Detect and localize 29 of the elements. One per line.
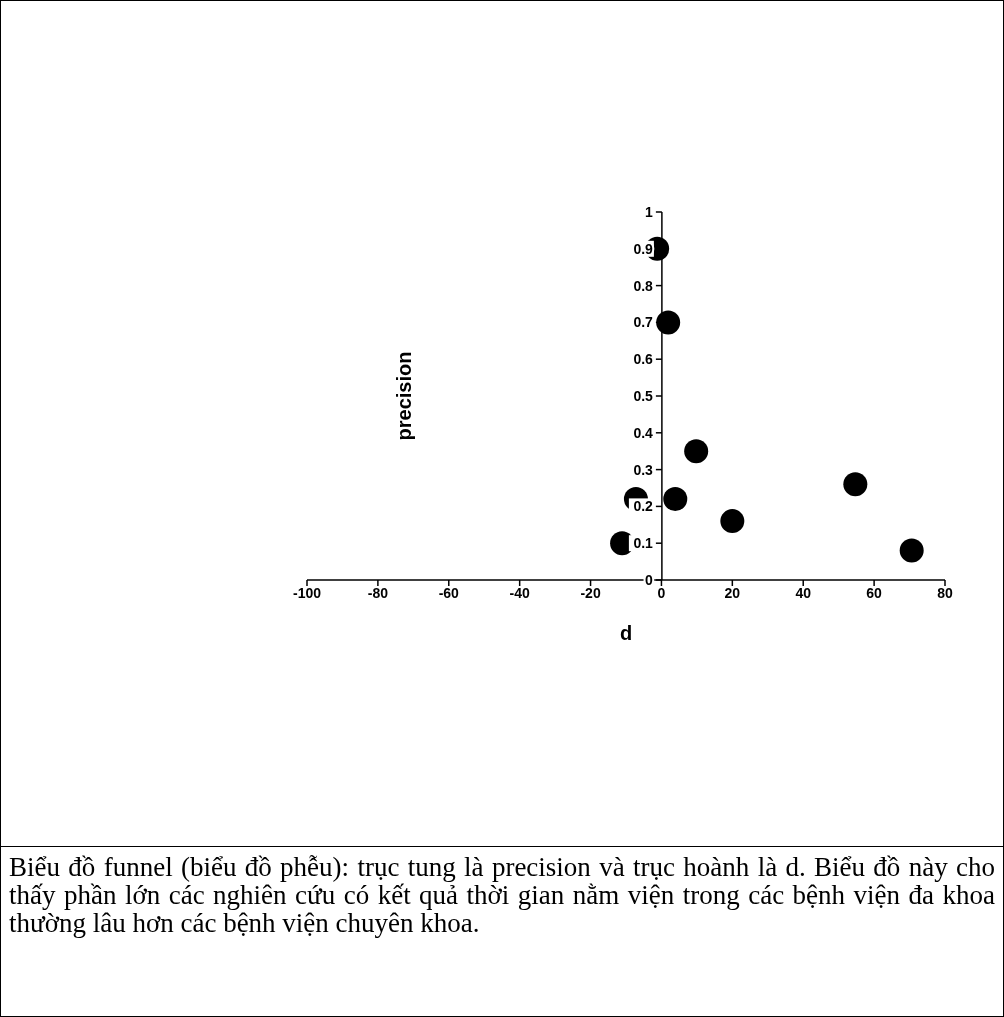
point [720,509,745,534]
y-tick-label: 0.8 [633,277,654,294]
y-tick-label: 0.5 [633,388,654,404]
y-tick-label: 0.6 [633,351,654,368]
point [656,310,681,335]
point [684,439,709,464]
y-tick-label: 1 [645,204,654,220]
text: Biểu đồ funnel (biểu đồ phễu): trục tung là precision và trục hoành là d. Biểu đồ này cho thấy phần lớn các nghiên cứu có kết quả thời gian nằm viện trong các bệnh viện đa khoa thường lâu hơn các bệnh viện chuyên khoa. [9,852,995,938]
y-tick-label: 0.7 [633,314,654,331]
y-axis-title: precision [393,351,415,441]
x-tick-label: 60 [866,584,883,601]
x-tick-label: -60 [438,584,460,601]
x-tick-label: 0 [657,584,666,601]
point [899,538,924,563]
x-tick-label: -20 [580,584,601,601]
x-tick-label: -100 [292,584,322,601]
x-tick-label: -80 [367,584,389,601]
x-tick-label: 20 [724,584,741,601]
y-tick-label: 0.1 [633,535,654,552]
y-tick-label: 0.3 [633,461,654,478]
x-axis-title: d [619,622,633,644]
x-tick-label: 80 [937,584,953,601]
y-tick-label: 0.4 [633,424,654,441]
point [843,472,868,497]
x-tick-label: 40 [795,584,812,601]
point [663,487,688,512]
x-tick-label: -40 [509,584,530,601]
y-tick-label: 0.2 [633,498,654,515]
y-tick-label: 0.9 [633,240,654,257]
